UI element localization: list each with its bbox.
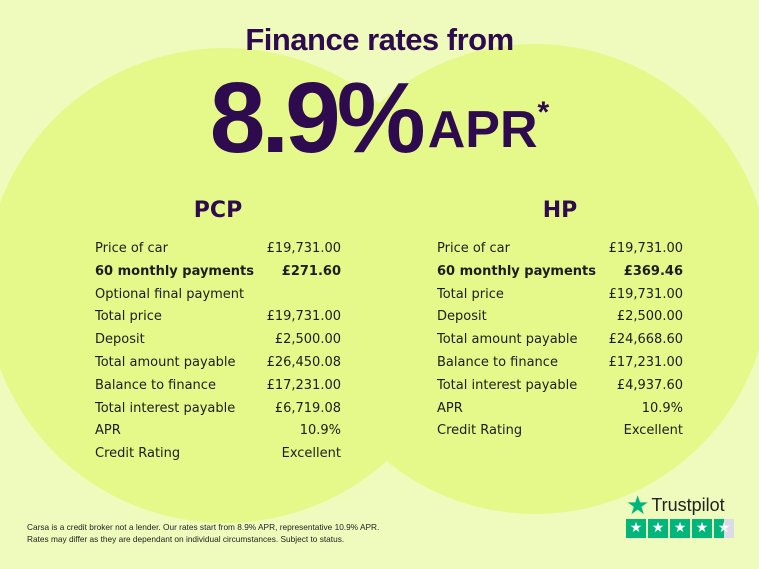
trustpilot-rating: ★ ★ ★ ★ ★: [626, 519, 734, 538]
row-value: £19,731.00: [608, 286, 683, 302]
disclaimer: Carsa is a credit broker not a lender. O…: [27, 521, 379, 545]
row-label: 60 monthly payments: [437, 263, 596, 279]
pcp-row: 60 monthly payments £271.60: [95, 261, 341, 284]
pcp-table: PCP Price of car £19,731.00 60 monthly pay…: [95, 198, 341, 466]
row-value: Excellent: [623, 423, 683, 439]
background-circle-right: [300, 44, 759, 514]
row-value: 10.9%: [299, 423, 341, 439]
hp-row: Total price £19,731.00: [437, 284, 683, 307]
pcp-row: Optional final payment: [95, 284, 341, 307]
row-label: APR: [95, 423, 121, 439]
row-label: Total amount payable: [437, 332, 578, 348]
pcp-row: Balance to finance £17,231.00: [95, 375, 341, 398]
trustpilot-star-icon: ★: [626, 490, 650, 520]
hp-row: Price of car £19,731.00: [437, 238, 683, 261]
row-label: Total interest payable: [95, 400, 236, 416]
row-value: £2,500.00: [274, 332, 341, 348]
rating-star-icon: ★: [714, 519, 734, 538]
rating-star-icon: ★: [648, 519, 668, 538]
row-label: Price of car: [437, 241, 510, 256]
rate-value: 8.9%: [209, 62, 426, 174]
row-value: £4,937.60: [616, 377, 683, 393]
row-value: £17,231.00: [608, 354, 683, 370]
row-label: Optional final payment: [95, 286, 245, 302]
hp-heading: HP: [542, 198, 578, 223]
hp-table: HP Price of car £19,731.00 60 monthly paym…: [437, 198, 683, 443]
row-value: £369.46: [623, 263, 683, 279]
pcp-row: Price of car £19,731.00: [95, 238, 341, 261]
pcp-row: APR 10.9%: [95, 420, 341, 443]
hp-row: Credit Rating Excellent: [437, 420, 683, 443]
hp-row: Total amount payable £24,668.60: [437, 329, 683, 352]
rating-star-icon: ★: [692, 519, 712, 538]
row-value: 10.9%: [641, 400, 683, 416]
row-label: APR: [437, 400, 463, 416]
row-label: Price of car: [95, 241, 168, 256]
rate-apr-label: APR: [427, 101, 538, 159]
row-value: £19,731.00: [266, 309, 341, 325]
row-value: £6,719.08: [274, 400, 341, 416]
hp-row: Deposit £2,500.00: [437, 306, 683, 329]
row-label: Credit Rating: [437, 423, 523, 439]
pcp-row: Total price £19,731.00: [95, 306, 341, 329]
row-label: Deposit: [95, 332, 145, 348]
headline-title: Finance rates from: [245, 22, 514, 57]
row-label: Total price: [95, 309, 162, 325]
row-value: £19,731.00: [608, 241, 683, 256]
disclaimer-line-2: Rates may differ as they are dependant o…: [27, 534, 345, 544]
row-value: £2,500.00: [616, 309, 683, 325]
row-label: Total interest payable: [437, 377, 578, 393]
rate-asterisk: *: [537, 96, 550, 129]
disclaimer-line-1: Carsa is a credit broker not a lender. O…: [27, 522, 380, 532]
hp-row: Balance to finance £17,231.00: [437, 352, 683, 375]
pcp-heading: PCP: [193, 198, 243, 223]
pcp-row: Deposit £2,500.00: [95, 329, 341, 352]
row-value: Excellent: [281, 446, 341, 462]
trustpilot-logo: ★ Trustpilot: [626, 490, 734, 520]
row-label: Balance to finance: [437, 354, 558, 370]
pcp-row: Total interest payable £6,719.08: [95, 398, 341, 421]
rating-star-icon: ★: [670, 519, 690, 538]
row-label: Total amount payable: [95, 354, 236, 370]
row-value: £24,668.60: [608, 332, 683, 348]
row-label: Credit Rating: [95, 446, 181, 462]
pcp-row: Total amount payable £26,450.08: [95, 352, 341, 375]
row-value: £271.60: [281, 263, 341, 279]
hp-row: 60 monthly payments £369.46: [437, 261, 683, 284]
rating-star-icon: ★: [626, 519, 646, 538]
headline-rate: 8.9% APR *: [0, 58, 759, 168]
trustpilot-badge: ★ Trustpilot ★ ★ ★ ★ ★: [626, 490, 734, 538]
row-value: £17,231.00: [266, 377, 341, 393]
pcp-row: Credit Rating Excellent: [95, 443, 341, 466]
row-value: £26,450.08: [266, 354, 341, 370]
trustpilot-name: Trustpilot: [651, 494, 725, 515]
hp-row: Total interest payable £4,937.60: [437, 375, 683, 398]
row-label: Deposit: [437, 309, 487, 325]
row-value: £19,731.00: [266, 241, 341, 256]
row-label: 60 monthly payments: [95, 263, 254, 279]
row-label: Total price: [437, 286, 504, 302]
row-label: Balance to finance: [95, 377, 216, 393]
hp-row: APR 10.9%: [437, 398, 683, 421]
